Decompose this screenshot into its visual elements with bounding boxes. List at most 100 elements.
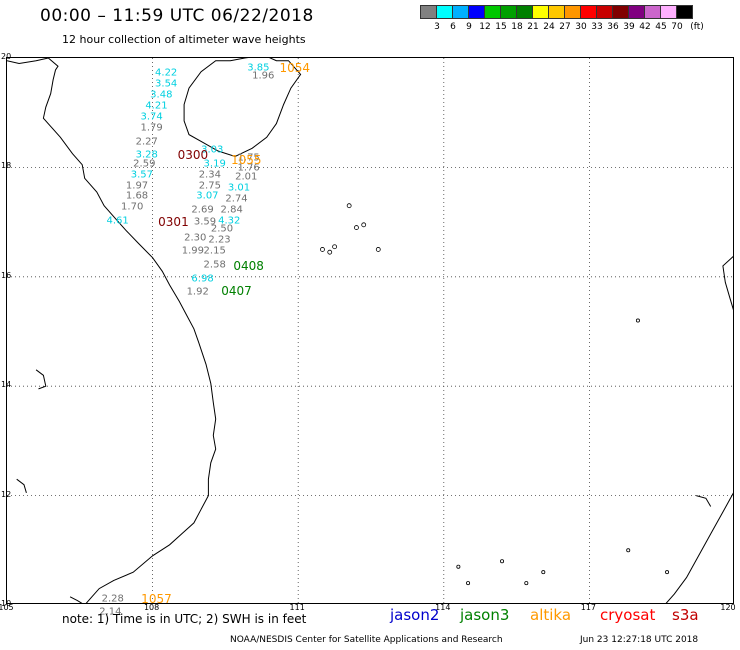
- island-marker: [466, 581, 471, 586]
- wave-height-label: 3.54: [155, 78, 178, 90]
- scale-swatch: [420, 5, 437, 19]
- scale-label: 39: [623, 22, 635, 32]
- scale-label: 6: [450, 22, 456, 32]
- wave-height-label: 3.48: [150, 89, 173, 101]
- scale-swatch: [660, 5, 677, 19]
- wave-height-label: 4.21: [145, 100, 168, 112]
- reef-marker: [346, 203, 352, 209]
- wave-height-label: 3.19: [203, 158, 226, 170]
- scale-swatch: [580, 5, 597, 19]
- wave-height-label: 1.70: [121, 201, 144, 213]
- inland-feature-1: [35, 369, 47, 390]
- inland-feature-2: [16, 478, 27, 494]
- reef-marker: [354, 225, 359, 230]
- wave-height-label: 3.57: [130, 169, 154, 181]
- scale-label: 21: [527, 22, 539, 32]
- scale-swatch: [484, 5, 501, 19]
- longitude-tick-label: 120: [720, 603, 736, 612]
- scale-label: 27: [559, 22, 571, 32]
- map-canvas: [7, 58, 733, 603]
- scale-swatch: [596, 5, 613, 19]
- latitude-tick-label: 12: [1, 489, 12, 499]
- wave-height-label: 1.76: [237, 162, 260, 174]
- wave-height-label: 2.75: [198, 180, 221, 192]
- scale-swatch: [532, 5, 549, 19]
- northern-coast-segment: [7, 58, 49, 65]
- credits: NOAA/NESDIS Center for Satellite Applica…: [230, 635, 503, 645]
- scale-label: (ft): [690, 22, 704, 32]
- scale-swatch: [468, 5, 485, 19]
- wave-height-label: 2.23: [208, 234, 231, 246]
- scale-label: 33: [591, 22, 603, 32]
- palawan-coastline: [665, 492, 733, 603]
- wave-height-label: 4.32: [218, 215, 241, 227]
- wave-height-label: 1.79: [140, 122, 163, 134]
- scale-swatch: [500, 5, 517, 19]
- legend-jason2: jason2: [390, 606, 440, 624]
- reef-marker: [320, 247, 325, 252]
- island-marker: [456, 564, 461, 569]
- legend-s3a: s3a: [672, 606, 699, 624]
- wave-height-label: 1.99: [181, 245, 204, 257]
- luzon-coastline: [722, 256, 733, 311]
- wave-height-label: 3.03: [201, 144, 224, 156]
- latitude-tick-label: 10: [1, 599, 12, 608]
- wave-height-label: 3.59: [193, 216, 217, 228]
- scale-swatch: [452, 5, 469, 19]
- scale-swatch: [612, 5, 629, 19]
- wave-height-label: 1.96: [252, 70, 275, 82]
- pass-time-label: 1054: [279, 60, 311, 75]
- wave-height-label: 3.01: [227, 182, 251, 194]
- color-scale-swatches: [420, 5, 693, 19]
- wave-height-label: 2.58: [203, 259, 226, 271]
- longitude-tick-label: 105: [0, 603, 14, 612]
- latitude-tick-label: 20: [1, 52, 12, 61]
- reef-marker: [375, 247, 381, 252]
- scale-label: 3: [434, 22, 440, 32]
- scale-swatch: [516, 5, 533, 19]
- color-scale: 3 6 9 12 15 18 21 24 27 30 33 36 39 42 45 70 (ft): [420, 5, 704, 32]
- wave-height-label: 2.84: [220, 204, 243, 216]
- scale-swatch: [548, 5, 565, 19]
- wave-height-label: 2.69: [191, 204, 214, 216]
- scale-label: 9: [466, 22, 472, 32]
- reef-marker: [332, 244, 338, 250]
- legend-cryosat: cryosat: [600, 606, 656, 624]
- island-marker: [541, 570, 546, 575]
- delta-coast-segment: [69, 596, 83, 603]
- wave-height-label: 1.97: [125, 180, 149, 192]
- wave-height-label: 2.01: [235, 171, 258, 183]
- wave-height-label: 2.28: [101, 593, 124, 605]
- wave-height-label: 1.68: [125, 190, 149, 202]
- page-subtitle: 12 hour collection of altimeter wave hei…: [62, 33, 306, 46]
- wave-height-label: 6.98: [191, 273, 214, 285]
- island-marker: [635, 318, 640, 323]
- legend-jason3: jason3: [460, 606, 510, 624]
- latitude-tick-label: 16: [1, 270, 12, 280]
- latitude-tick-label: 18: [1, 161, 12, 171]
- wave-height-label: 2.50: [210, 223, 234, 235]
- hainan-island-coastline: [183, 58, 302, 158]
- reef-marker: [327, 249, 333, 255]
- scale-label: 15: [495, 22, 507, 32]
- wave-height-label: 3.28: [135, 149, 158, 161]
- island-marker: [524, 581, 529, 586]
- wave-height-label: 2.30: [184, 232, 207, 243]
- wave-height-label: 2.74: [225, 193, 248, 205]
- pass-time-label: 0407: [221, 284, 252, 299]
- color-scale-labels: 3 6 9 12 15 18 21 24 27 30 33 36 39 42 45 70 (ft): [420, 22, 740, 34]
- scale-label: 70: [671, 22, 683, 32]
- pass-time-label: 0300: [177, 148, 209, 163]
- pass-time-label: 1055: [230, 152, 262, 167]
- page-title: 00:00 – 11:59 UTC 06/22/2018: [40, 6, 314, 26]
- wave-height-label: 1.92: [186, 286, 209, 298]
- scale-label: 30: [575, 22, 587, 32]
- island-marker: [665, 570, 670, 575]
- scale-label: 42: [639, 22, 651, 32]
- scale-label: 36: [607, 22, 619, 32]
- latitude-tick-label: 14: [1, 380, 12, 390]
- legend-altika: altika: [530, 606, 572, 624]
- scale-swatch: [628, 5, 645, 19]
- longitude-tick-label: 108: [143, 603, 160, 612]
- longitude-tick-label: 114: [435, 603, 451, 612]
